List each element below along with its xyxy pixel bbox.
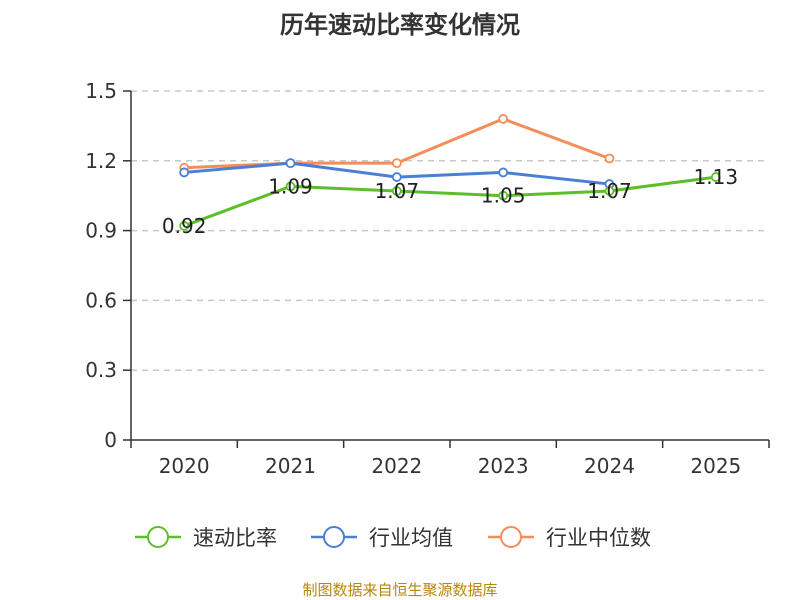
source-text: 制图数据来自恒生聚源数据库	[302, 581, 497, 599]
data-point	[604, 153, 615, 164]
legend-marker	[147, 526, 169, 548]
legend-item: 行业均值	[311, 526, 453, 550]
data-point	[285, 181, 296, 192]
legend-label: 速动比率	[193, 526, 277, 550]
x-tick-label: 2023	[478, 454, 529, 478]
x-tick-label: 2024	[584, 454, 635, 478]
data-label: 1.07	[375, 179, 420, 203]
legend-marker	[500, 526, 522, 548]
x-tick-label: 2022	[371, 454, 422, 478]
y-tick-label: 0.6	[85, 288, 117, 312]
data-point	[498, 114, 509, 124]
series-line-0	[182, 175, 718, 228]
y-tick-label: 0.3	[85, 358, 117, 382]
x-tick-label: 2020	[159, 454, 210, 478]
y-tick-label: 0.9	[85, 219, 117, 243]
data-point	[498, 190, 509, 201]
y-tick-label: 1.2	[85, 149, 117, 173]
data-label: 1.05	[481, 184, 526, 208]
data-point	[498, 167, 509, 178]
data-point	[710, 172, 721, 182]
data-point	[179, 221, 190, 231]
legend-item: 速动比率	[135, 526, 277, 550]
legend: 速动比率 行业均值 行业中位数	[135, 526, 651, 550]
data-label: 1.13	[694, 165, 739, 189]
y-tick-label: 0	[104, 428, 117, 452]
legend-label: 行业均值	[369, 526, 453, 550]
data-point	[604, 186, 615, 196]
y-tick-label: 1.5	[85, 79, 117, 103]
axes: 0 0.3 0.6 0.9 1.2 1.5 2020 2021 2022 2023 2024 2025	[85, 79, 770, 478]
data-label: 1.09	[268, 174, 313, 198]
data-point	[179, 167, 190, 178]
data-label: 0.92	[162, 214, 207, 238]
data-label: 1.07	[587, 179, 632, 203]
chart-title: 历年速动比率变化情况	[280, 11, 520, 39]
legend-item: 行业中位数	[488, 526, 651, 550]
data-point	[285, 158, 296, 169]
data-point	[391, 158, 402, 169]
x-tick-label: 2025	[690, 454, 741, 478]
data-point	[391, 186, 402, 196]
legend-label: 行业中位数	[546, 526, 651, 550]
x-tick-label: 2021	[265, 454, 316, 478]
data-point	[391, 172, 402, 182]
legend-marker	[323, 526, 345, 548]
grid-lines	[131, 90, 769, 371]
series-group	[179, 114, 721, 231]
data-labels: 0.92 1.09 1.07 1.05 1.07 1.13	[162, 165, 738, 238]
